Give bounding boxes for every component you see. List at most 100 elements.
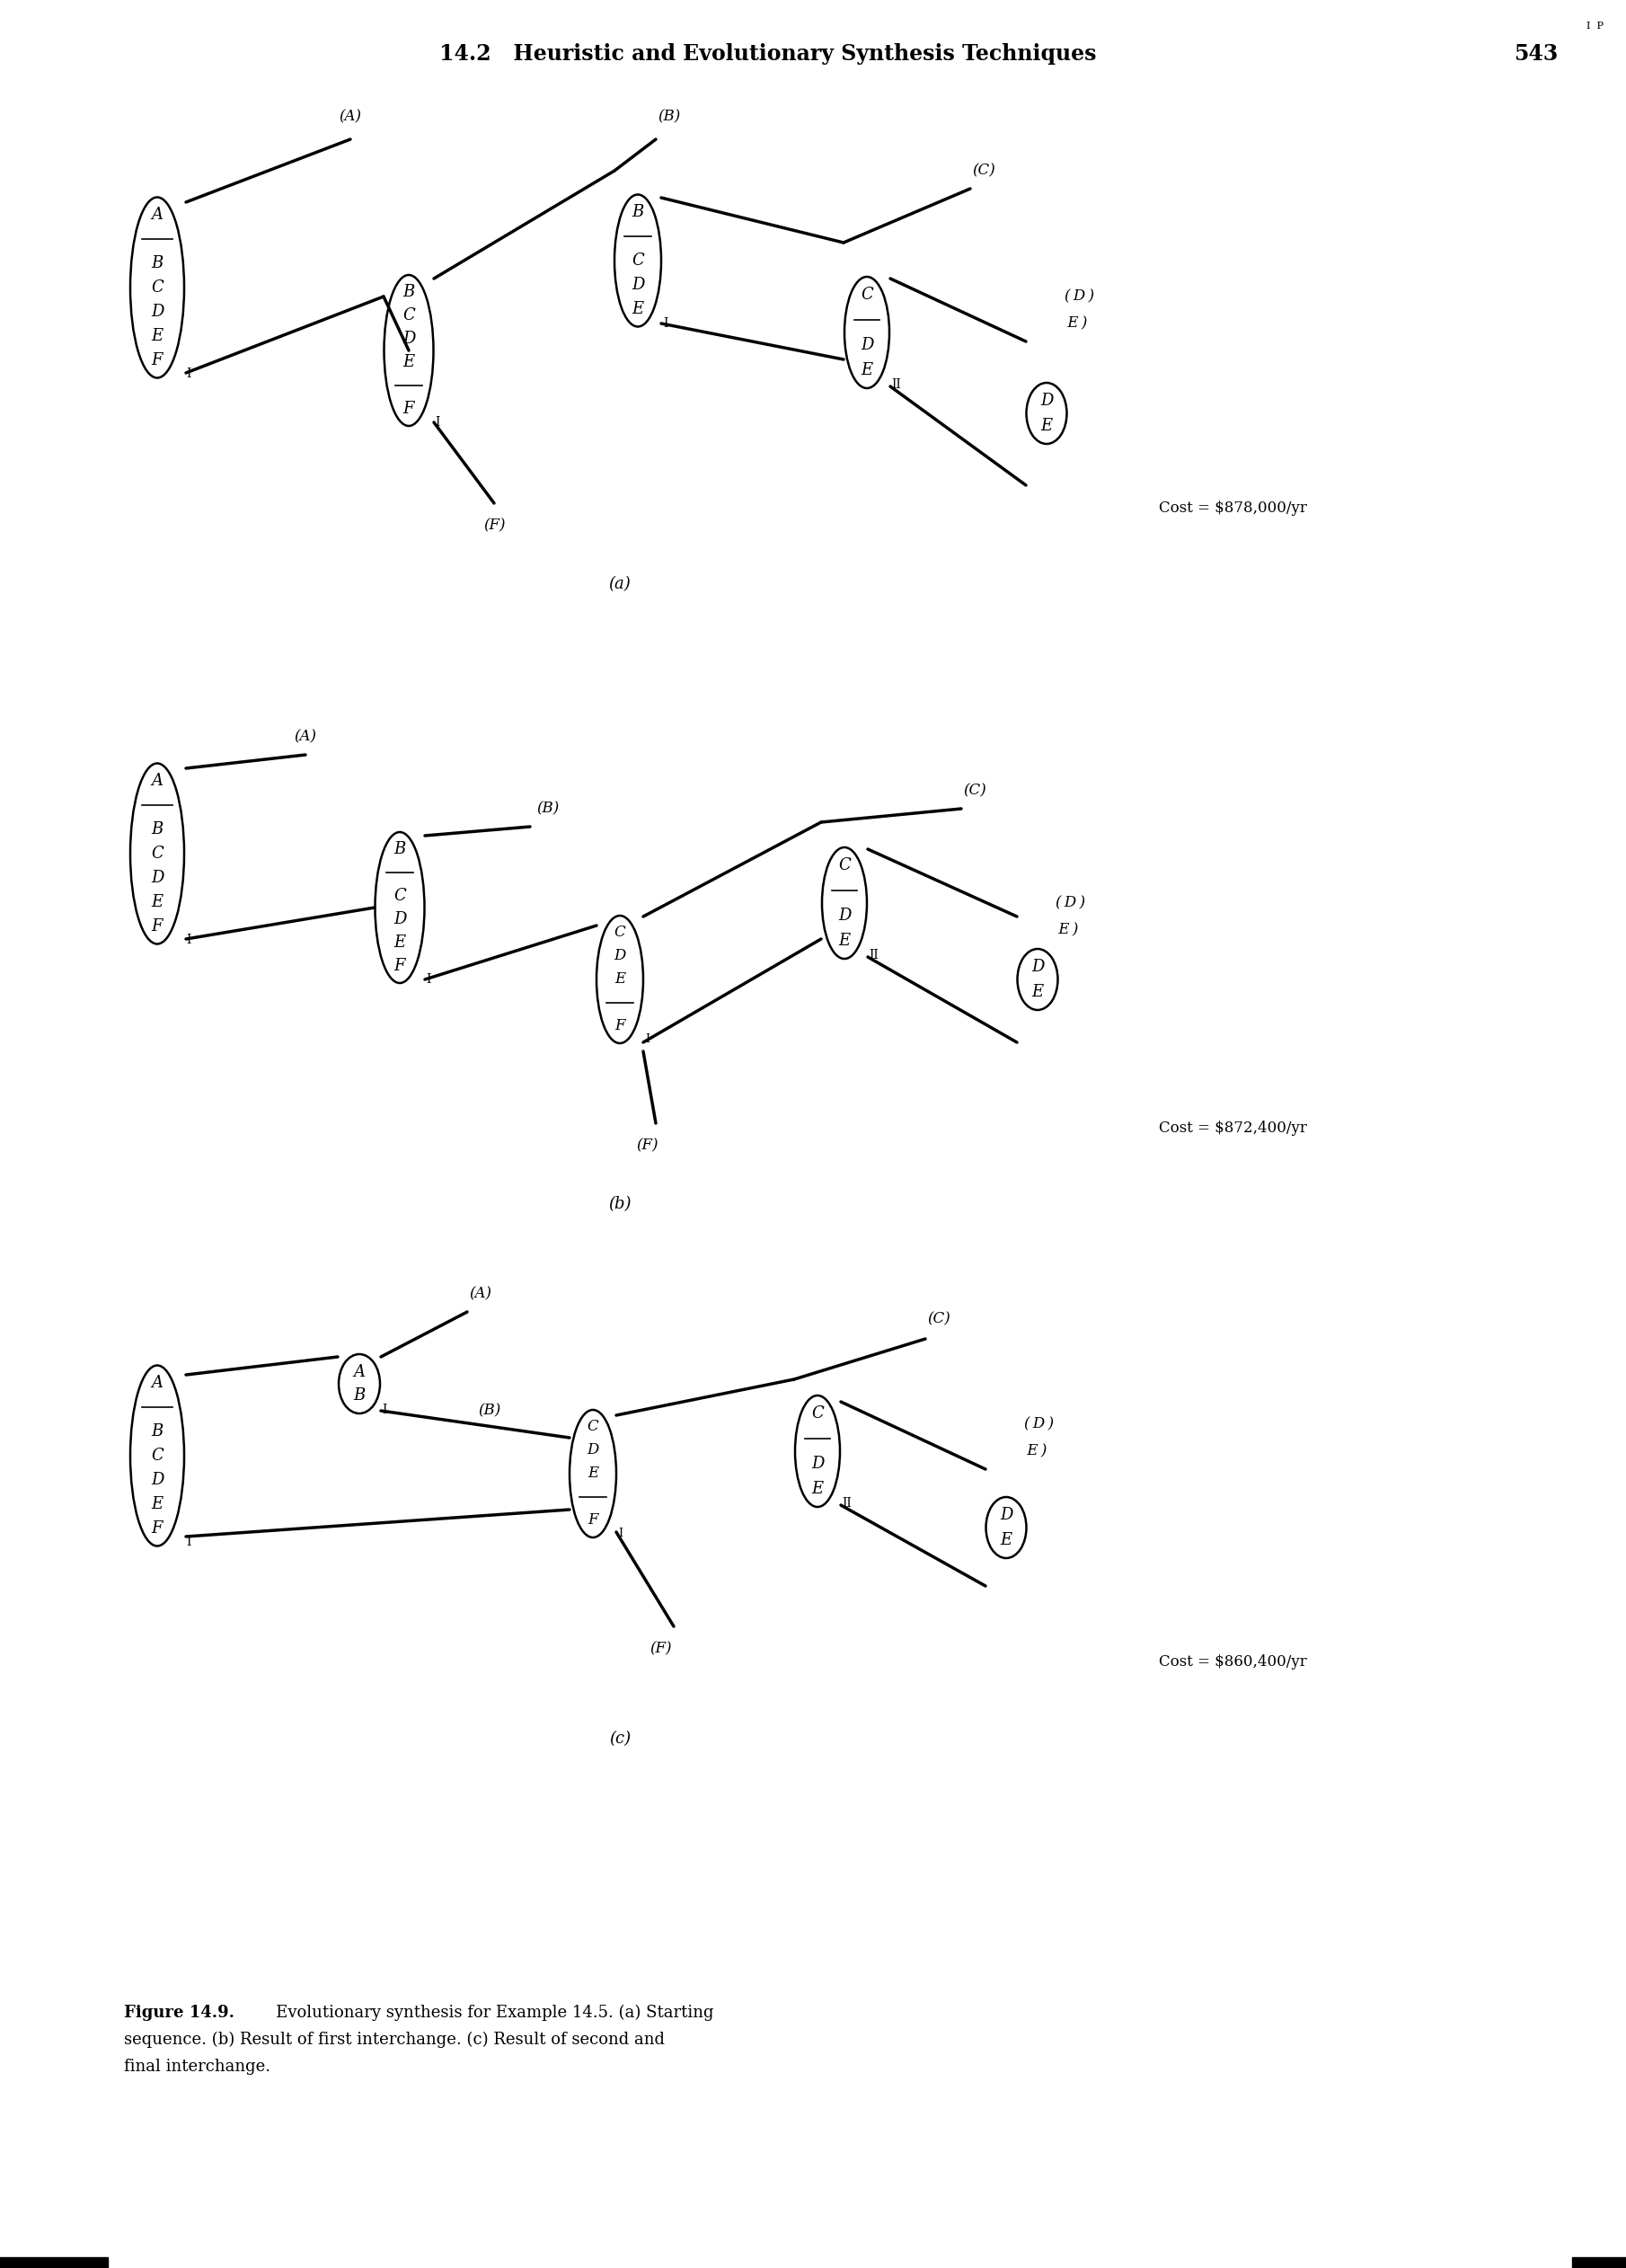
Text: 543: 543	[1514, 43, 1558, 66]
Text: F: F	[151, 1520, 163, 1535]
Text: C: C	[587, 1420, 598, 1436]
Text: (C): (C)	[963, 782, 987, 798]
Text: F: F	[587, 1513, 598, 1529]
Text: E: E	[393, 934, 405, 950]
Text: D: D	[587, 1442, 598, 1458]
Text: D: D	[1000, 1506, 1013, 1524]
Text: II: II	[842, 1497, 852, 1510]
Text: E ): E )	[1055, 923, 1078, 937]
Text: (a): (a)	[608, 576, 631, 592]
Text: D: D	[860, 338, 873, 354]
Text: II: II	[891, 379, 901, 390]
Text: A: A	[151, 773, 163, 789]
Text: (c): (c)	[610, 1730, 631, 1746]
Text: A: A	[353, 1363, 366, 1379]
Text: ( D ): ( D )	[1024, 1418, 1054, 1431]
Text: E: E	[1041, 417, 1052, 433]
Text: I: I	[185, 367, 190, 381]
Text: C: C	[839, 857, 850, 873]
Text: (B): (B)	[659, 109, 681, 125]
Text: D: D	[402, 331, 415, 347]
Text: ( D ): ( D )	[1065, 288, 1094, 304]
Text: D: D	[837, 907, 850, 923]
Text: D: D	[1041, 392, 1054, 408]
Text: (F): (F)	[649, 1642, 672, 1656]
Text: B: B	[151, 1424, 163, 1440]
Text: I: I	[646, 1034, 649, 1046]
Text: I: I	[618, 1529, 623, 1540]
Text: final interchange.: final interchange.	[124, 2059, 270, 2075]
Text: C: C	[615, 925, 626, 941]
Text: (C): (C)	[927, 1311, 950, 1327]
Text: C: C	[151, 1447, 163, 1463]
Text: (F): (F)	[636, 1139, 659, 1154]
Text: Cost = $878,000/yr: Cost = $878,000/yr	[1159, 499, 1307, 515]
Text: Cost = $860,400/yr: Cost = $860,400/yr	[1159, 1656, 1307, 1669]
Text: F: F	[403, 401, 415, 417]
Text: E: E	[587, 1465, 598, 1481]
Text: D: D	[1031, 959, 1044, 975]
Text: E: E	[615, 971, 626, 987]
Text: I  P: I P	[1587, 23, 1603, 29]
Text: E: E	[633, 302, 644, 318]
Text: (A): (A)	[470, 1286, 491, 1302]
Text: D: D	[151, 871, 164, 887]
Text: E: E	[839, 932, 850, 948]
Text: (A): (A)	[340, 109, 361, 125]
Text: D: D	[393, 912, 406, 928]
Text: E: E	[151, 1497, 163, 1513]
Text: C: C	[403, 306, 415, 324]
Text: C: C	[631, 252, 644, 268]
Text: B: B	[151, 256, 163, 272]
Text: I: I	[185, 1535, 190, 1549]
Text: E: E	[1000, 1533, 1011, 1549]
Text: E: E	[862, 363, 873, 379]
Text: E ): E )	[1065, 315, 1088, 331]
Text: C: C	[393, 887, 406, 905]
Text: A: A	[151, 1374, 163, 1390]
Text: E: E	[151, 894, 163, 909]
Text: B: B	[633, 204, 644, 220]
Text: C: C	[811, 1406, 824, 1422]
Text: D: D	[631, 277, 644, 293]
Text: D: D	[811, 1456, 824, 1472]
Bar	[1572, 2257, 1626, 2268]
Text: D: D	[615, 948, 626, 964]
Text: B: B	[151, 821, 163, 837]
Text: (F): (F)	[483, 517, 506, 533]
Text: A: A	[151, 206, 163, 222]
Text: F: F	[393, 957, 405, 973]
Text: B: B	[353, 1388, 366, 1404]
Text: (A): (A)	[294, 730, 317, 744]
Text: E: E	[403, 354, 415, 370]
Text: ( D ): ( D )	[1055, 896, 1085, 912]
Text: (B): (B)	[478, 1404, 501, 1418]
Text: sequence. (b) Result of first interchange. (c) Result of second and: sequence. (b) Result of first interchang…	[124, 2032, 665, 2048]
Text: I: I	[426, 973, 431, 987]
Text: (b): (b)	[608, 1195, 631, 1211]
Text: B: B	[403, 284, 415, 299]
Text: B: B	[393, 841, 406, 857]
Text: C: C	[860, 286, 873, 304]
Text: F: F	[151, 352, 163, 367]
Text: Evolutionary synthesis for Example 14.5. (a) Starting: Evolutionary synthesis for Example 14.5.…	[260, 2005, 714, 2021]
Text: E: E	[1031, 984, 1044, 1000]
Text: F: F	[615, 1018, 624, 1034]
Bar	[0, 2257, 107, 2268]
Text: I: I	[436, 415, 441, 429]
Text: (B): (B)	[537, 801, 559, 816]
Text: (C): (C)	[972, 163, 995, 179]
Text: I: I	[663, 318, 668, 329]
Text: 14.2   Heuristic and Evolutionary Synthesis Techniques: 14.2 Heuristic and Evolutionary Synthesi…	[439, 43, 1096, 66]
Text: Figure 14.9.: Figure 14.9.	[124, 2005, 234, 2021]
Text: D: D	[151, 1472, 164, 1488]
Text: F: F	[151, 919, 163, 934]
Text: C: C	[151, 279, 163, 295]
Text: I: I	[382, 1404, 387, 1415]
Text: D: D	[151, 304, 164, 320]
Text: E: E	[151, 329, 163, 345]
Text: C: C	[151, 846, 163, 862]
Text: E: E	[811, 1481, 823, 1497]
Text: Cost = $872,400/yr: Cost = $872,400/yr	[1159, 1120, 1307, 1136]
Text: E ): E )	[1024, 1442, 1047, 1458]
